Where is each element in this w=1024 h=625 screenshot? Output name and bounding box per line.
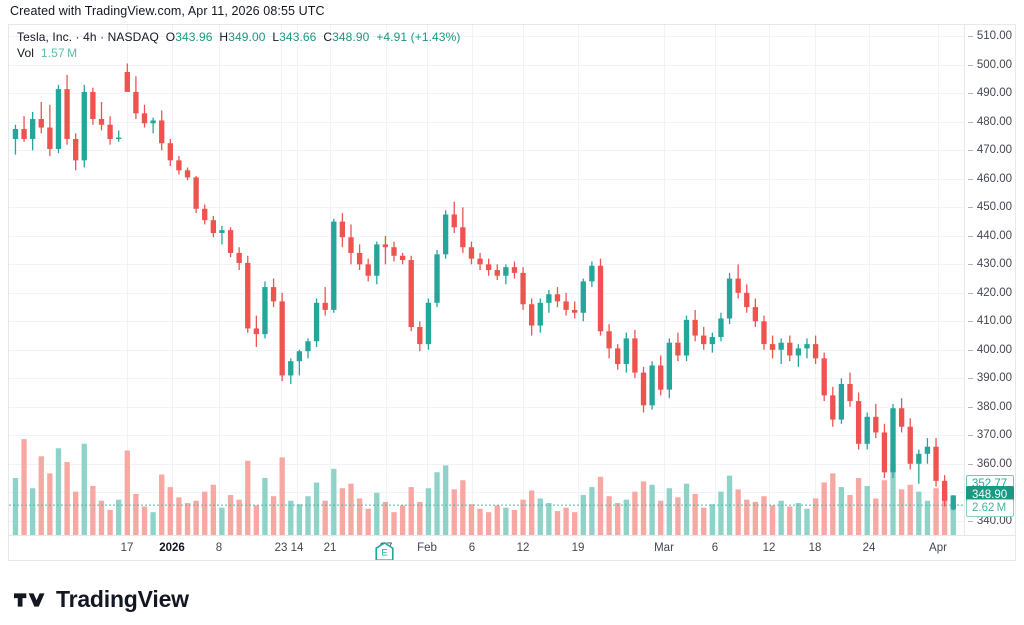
time-tick: 18 (808, 542, 822, 554)
price-tick-dash (967, 64, 973, 66)
time-scale[interactable]: 172320268142127Feb61219Mar6121824Apr (9, 535, 1015, 560)
price-tick: 420.00 (967, 287, 1012, 299)
price-tick: 500.00 (967, 59, 1012, 71)
price-tick: 440.00 (967, 230, 1012, 242)
price-tick-dash (967, 264, 973, 266)
time-tick: 23 (274, 542, 288, 554)
time-tick: 6 (711, 542, 719, 554)
tradingview-logomark-icon (14, 592, 45, 607)
price-tick-dash (967, 207, 973, 209)
time-tick: 19 (571, 542, 585, 554)
price-tick: 370.00 (967, 429, 1012, 441)
price-tick: 390.00 (967, 372, 1012, 384)
price-tick-dash (967, 292, 973, 294)
price-tick-dash (967, 321, 973, 323)
price-tick: 360.00 (967, 458, 1012, 470)
price-tick-dash (967, 150, 973, 152)
price-tick-dash (967, 435, 973, 437)
time-tick: 14 (290, 542, 304, 554)
price-tick-dash (967, 378, 973, 380)
price-tick-dash (967, 406, 973, 408)
attribution-text: Created with TradingView.com, Apr 11, 20… (10, 4, 325, 18)
price-tick: 470.00 (967, 144, 1012, 156)
price-tick-dash (967, 93, 973, 95)
time-tick: Mar (654, 542, 674, 554)
price-tick-dash (967, 349, 973, 351)
earnings-marker-label: E (381, 548, 387, 559)
price-line-overlay (9, 25, 964, 535)
price-scale[interactable]: 510.00 500.00 490.00 480.00 470.00 460.00 450.… (964, 25, 1015, 535)
chart-pane: Tesla, Inc. · 4h · NASDAQ O343.96 H349.0… (9, 25, 1015, 560)
tradingview-logo[interactable]: TradingView (14, 586, 189, 613)
tradingview-wordmark: TradingView (56, 586, 189, 612)
time-tick: 17 (120, 542, 134, 554)
candlestick-series (12, 63, 956, 511)
price-tick: 380.00 (967, 401, 1012, 413)
price-tick: 450.00 (967, 201, 1012, 213)
time-tick: 6 (468, 542, 476, 554)
price-tick-dash (967, 520, 973, 522)
volume-series (9, 439, 964, 535)
price-tick: 340.00 (967, 515, 1012, 527)
price-tick: 460.00 (967, 173, 1012, 185)
price-tick: 430.00 (967, 258, 1012, 270)
time-tick: 2026 (159, 542, 185, 554)
price-tick-dash (967, 36, 973, 38)
price-tick: 480.00 (967, 116, 1012, 128)
price-tick-dash (967, 121, 973, 123)
time-tick: Feb (417, 542, 437, 554)
time-tick: 21 (323, 542, 337, 554)
price-tick: 410.00 (967, 315, 1012, 327)
plot-area[interactable] (9, 25, 964, 535)
price-tick-dash (967, 235, 973, 237)
time-tick: 12 (762, 542, 776, 554)
price-tick-dash (967, 463, 973, 465)
price-tick: 400.00 (967, 344, 1012, 356)
time-tick: 8 (215, 542, 223, 554)
volume-badge[interactable]: 2.62 M (966, 498, 1014, 517)
time-tick: Apr (929, 542, 947, 554)
chart-frame: Tesla, Inc. · 4h · NASDAQ O343.96 H349.0… (8, 24, 1016, 561)
earnings-marker[interactable]: E (375, 542, 394, 560)
price-tick-dash (967, 178, 973, 180)
time-tick: 24 (862, 542, 876, 554)
price-tick: 510.00 (967, 30, 1012, 42)
price-tick: 490.00 (967, 87, 1012, 99)
time-tick: 12 (516, 542, 530, 554)
